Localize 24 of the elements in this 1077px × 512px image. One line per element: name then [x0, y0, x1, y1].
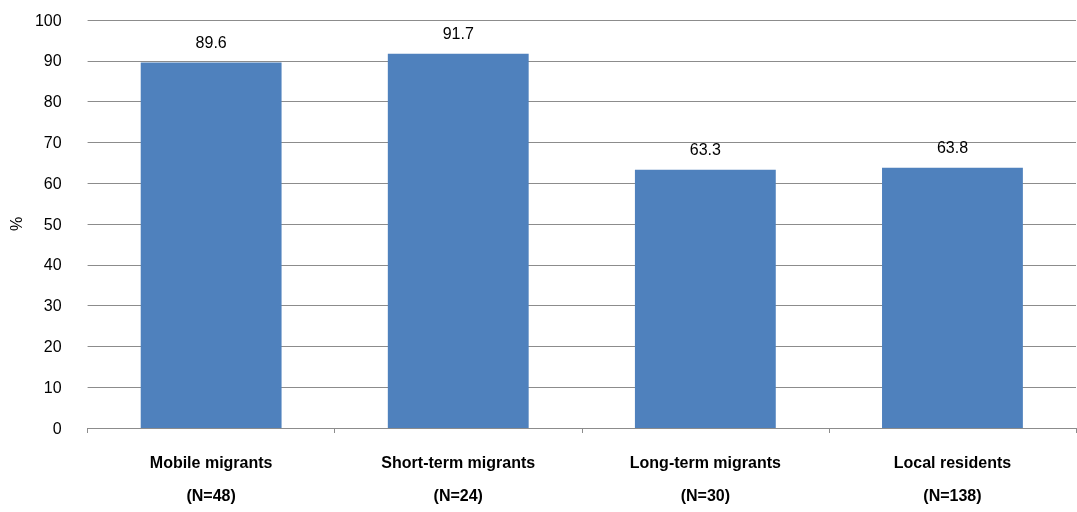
y-tick-label: 10 [43, 378, 62, 396]
data-label: 63.3 [689, 141, 722, 159]
y-tick-label: 80 [43, 93, 62, 111]
y-tick-label: 70 [43, 133, 62, 151]
y-tick-label: 30 [43, 297, 62, 315]
x-tick-label: Mobile migrants (N=48) [149, 454, 273, 504]
x-tick-label: Local residents (N=138) [893, 454, 1012, 504]
bar [140, 62, 282, 428]
y-tick-label: 100 [34, 11, 62, 29]
bar [882, 167, 1023, 428]
y-axis-title: % [7, 216, 25, 232]
y-tick-label: 60 [43, 174, 62, 192]
data-label: 63.8 [936, 139, 969, 157]
y-tick-label: 20 [43, 337, 62, 355]
y-tick-label: 0 [52, 419, 62, 437]
data-label: 91.7 [442, 25, 474, 43]
x-tick-label: Short-term migrants (N=24) [381, 454, 536, 504]
bar [387, 53, 529, 428]
y-tick-label: 90 [43, 52, 62, 70]
y-tick-label: 40 [43, 256, 62, 274]
data-label: 89.6 [195, 33, 227, 51]
x-tick-label: Long-term migrants (N=30) [629, 454, 781, 504]
bar [634, 169, 776, 428]
y-tick-label: 50 [43, 215, 62, 233]
